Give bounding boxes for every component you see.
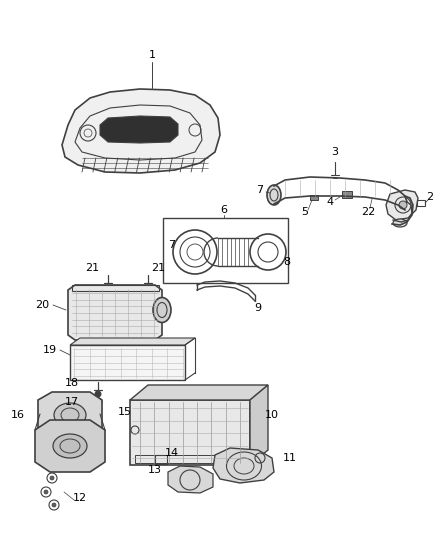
Text: 5: 5 [301,207,308,217]
Text: 19: 19 [43,345,57,355]
Text: 3: 3 [332,147,339,157]
Polygon shape [68,285,162,340]
Text: 21: 21 [151,263,165,273]
Bar [155,455,167,464]
Polygon shape [213,448,274,483]
Text: 16: 16 [11,410,25,420]
Text: 6: 6 [220,205,227,215]
Bar [70,345,185,380]
Polygon shape [250,385,268,465]
Polygon shape [168,466,213,493]
Text: 7: 7 [256,185,264,195]
Text: 18: 18 [65,378,79,388]
Text: 4: 4 [326,197,334,207]
Text: 1: 1 [148,50,155,60]
Bar [130,400,250,465]
Ellipse shape [53,434,87,458]
Polygon shape [38,392,102,438]
Circle shape [44,490,48,494]
Text: 9: 9 [254,303,261,313]
Bar [417,200,425,206]
Text: 11: 11 [283,453,297,463]
Text: 21: 21 [85,263,99,273]
Text: 22: 22 [361,207,375,217]
Text: 15: 15 [118,407,132,417]
Text: 17: 17 [65,397,79,407]
Polygon shape [386,190,418,220]
Text: 10: 10 [265,410,279,420]
Polygon shape [35,420,105,472]
Bar [72,285,159,291]
Circle shape [399,201,407,209]
Text: 20: 20 [35,300,49,310]
Polygon shape [70,338,195,345]
Ellipse shape [267,185,281,205]
Text: 12: 12 [73,493,87,503]
Bar [342,191,352,198]
Bar [163,218,288,283]
Polygon shape [130,385,268,400]
Circle shape [95,391,101,397]
Circle shape [50,476,54,480]
Text: 7: 7 [169,240,176,250]
Polygon shape [100,116,178,143]
Text: 8: 8 [283,257,290,267]
Text: 14: 14 [165,448,179,458]
Circle shape [52,503,56,507]
Bar [310,195,318,200]
Ellipse shape [393,219,407,227]
Text: 13: 13 [148,465,162,475]
Ellipse shape [54,403,86,427]
Text: 2: 2 [427,192,434,202]
Ellipse shape [153,297,171,322]
Polygon shape [62,89,220,173]
Bar [135,455,245,463]
Circle shape [96,400,100,404]
